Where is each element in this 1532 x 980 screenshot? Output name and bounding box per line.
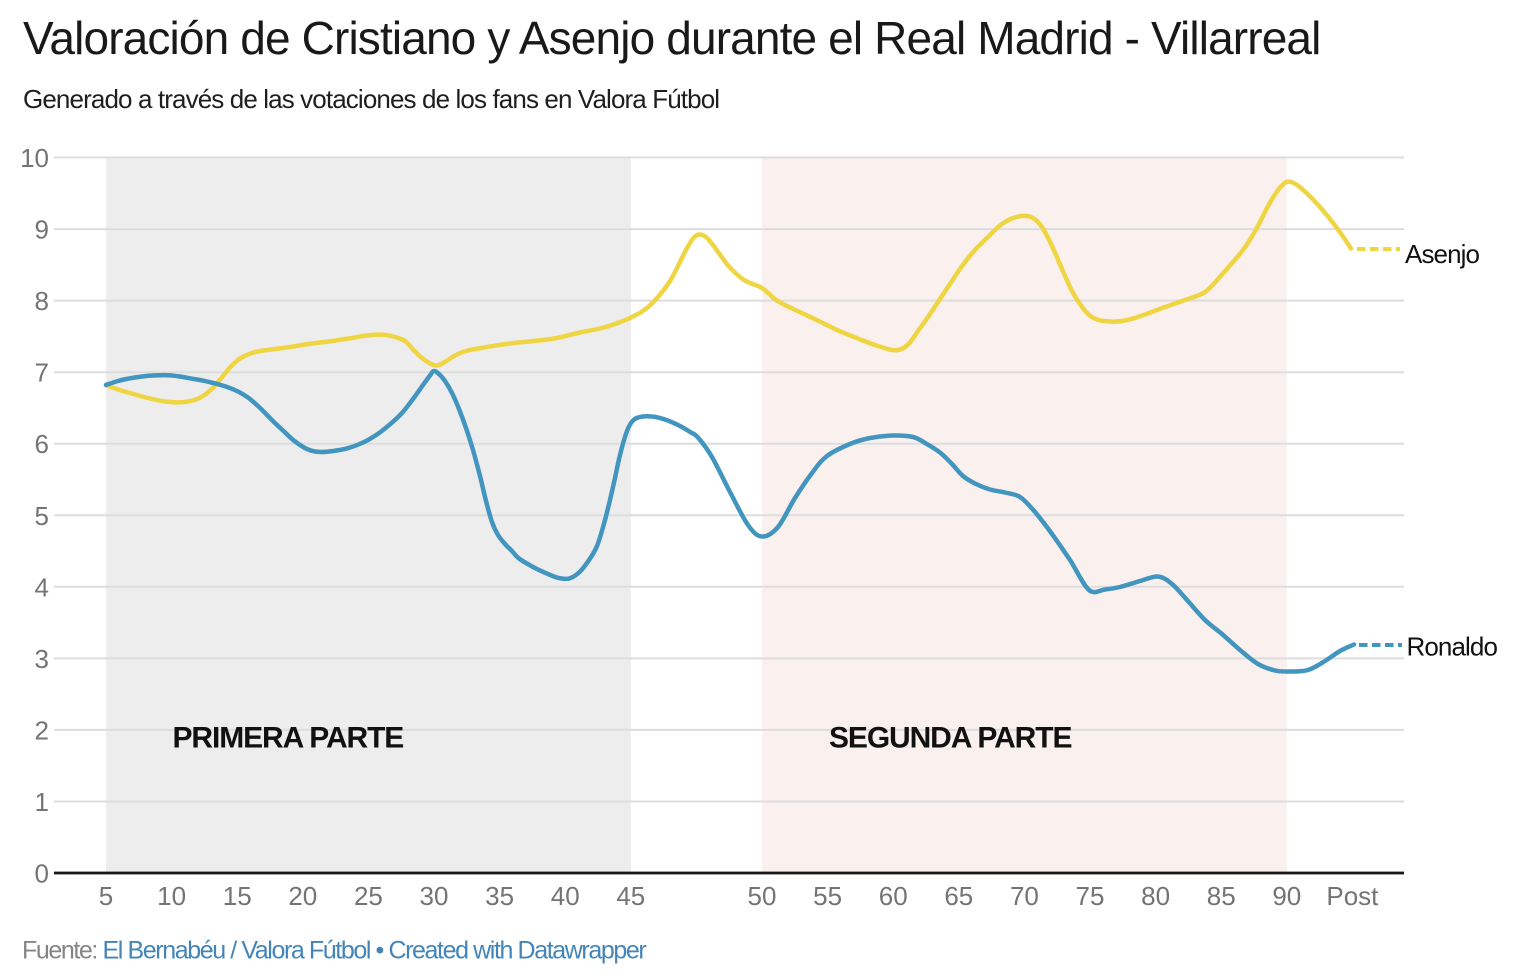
svg-text:2: 2 <box>35 715 49 745</box>
svg-text:Ronaldo: Ronaldo <box>1407 632 1498 662</box>
svg-text:70: 70 <box>1010 881 1039 911</box>
svg-text:5: 5 <box>99 881 113 911</box>
svg-text:0: 0 <box>35 859 49 889</box>
svg-text:Fuente: El Bernabéu / Valora F: Fuente: El Bernabéu / Valora Fútbol • Cr… <box>22 937 646 965</box>
svg-text:45: 45 <box>616 881 645 911</box>
svg-text:9: 9 <box>35 215 49 245</box>
svg-text:Post: Post <box>1326 881 1379 911</box>
svg-text:75: 75 <box>1076 881 1105 911</box>
svg-text:Generado a través de las votac: Generado a través de las votaciones de l… <box>23 84 719 114</box>
svg-text:25: 25 <box>354 881 383 911</box>
svg-text:PRIMERA PARTE: PRIMERA PARTE <box>173 722 404 755</box>
svg-text:20: 20 <box>288 881 317 911</box>
svg-text:85: 85 <box>1207 881 1236 911</box>
svg-text:1: 1 <box>35 787 49 817</box>
svg-text:60: 60 <box>879 881 908 911</box>
svg-text:5: 5 <box>35 501 49 531</box>
svg-text:50: 50 <box>748 881 777 911</box>
svg-text:10: 10 <box>20 143 49 173</box>
svg-text:6: 6 <box>35 429 49 459</box>
svg-text:3: 3 <box>35 644 49 674</box>
svg-text:30: 30 <box>420 881 449 911</box>
svg-text:4: 4 <box>35 572 49 602</box>
svg-text:8: 8 <box>35 286 49 316</box>
svg-text:Asenjo: Asenjo <box>1405 239 1480 269</box>
svg-text:35: 35 <box>485 881 514 911</box>
svg-text:7: 7 <box>35 358 49 388</box>
svg-text:65: 65 <box>944 881 973 911</box>
svg-text:90: 90 <box>1272 881 1301 911</box>
svg-text:15: 15 <box>223 881 252 911</box>
svg-text:Valoración de Cristiano y Asen: Valoración de Cristiano y Asenjo durante… <box>23 12 1321 64</box>
svg-text:SEGUNDA PARTE: SEGUNDA PARTE <box>829 722 1071 755</box>
svg-text:80: 80 <box>1141 881 1170 911</box>
svg-text:10: 10 <box>157 881 186 911</box>
svg-text:55: 55 <box>813 881 842 911</box>
svg-text:40: 40 <box>551 881 580 911</box>
